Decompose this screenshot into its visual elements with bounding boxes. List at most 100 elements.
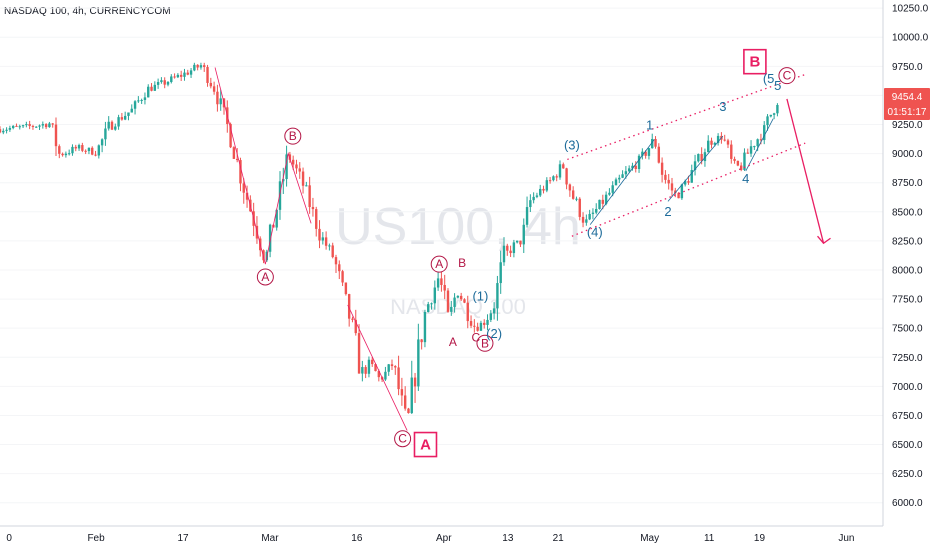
candle-body (245, 192, 249, 200)
wave-label-blue: 3 (719, 99, 726, 114)
wave-label-blue: 4 (742, 171, 749, 186)
candle-body (776, 104, 779, 114)
countdown: 01:51:17 (888, 107, 927, 118)
forecast-arrow (786, 98, 825, 244)
candle-body (588, 213, 591, 220)
candle-body (262, 250, 265, 261)
candle-body (54, 124, 58, 147)
candle-body (562, 164, 565, 169)
candle-body (772, 113, 776, 115)
candle-body (677, 193, 680, 199)
wave-line (347, 304, 408, 431)
candle-body (377, 371, 381, 378)
candle-body (417, 339, 420, 387)
candle-body (578, 198, 581, 217)
wave-circle (476, 334, 494, 352)
candle-body (456, 295, 460, 298)
candle-body (466, 302, 469, 322)
candle-body (512, 242, 516, 254)
candle-body (107, 121, 110, 129)
candle-body (558, 164, 562, 178)
candle-body (710, 140, 713, 145)
candle-body (565, 168, 568, 185)
candle-body (660, 162, 664, 175)
candle-body (183, 72, 186, 77)
candle-body (18, 126, 21, 128)
candle-body (127, 112, 130, 116)
candle-body (354, 319, 357, 334)
candle-body (48, 123, 51, 128)
candle-body (361, 367, 364, 374)
wave-label-circled: A (261, 270, 269, 284)
y-tick-label: 10250.0 (892, 4, 929, 15)
candle-body (338, 264, 341, 272)
candle-body (433, 287, 437, 304)
candle-body (367, 359, 371, 374)
candle-body (450, 306, 453, 312)
x-tick-label: 0 (6, 533, 12, 544)
candle-body (716, 135, 720, 143)
candle-body (100, 139, 104, 146)
candle-body (693, 161, 697, 171)
candle-body (318, 228, 321, 241)
candle-body (707, 140, 710, 153)
candle-body (459, 295, 463, 300)
y-tick-label: 6000.0 (892, 498, 923, 509)
wave-label-boxed: A (420, 437, 431, 454)
candle-body (291, 159, 295, 165)
candle-body (186, 72, 189, 75)
candle-body (664, 174, 667, 180)
y-tick-label: 7500.0 (892, 324, 923, 335)
forecast-arrow-head (817, 235, 831, 245)
candle-body (726, 140, 730, 145)
candle-body (133, 101, 137, 109)
candle-body (209, 82, 213, 87)
candle-body (308, 185, 311, 208)
candles (0, 62, 779, 415)
wave-circle (394, 430, 412, 448)
candle-body (743, 152, 746, 170)
y-tick-label: 10000.0 (892, 33, 929, 44)
price-grid (0, 7, 883, 504)
x-tick-label: Jun (838, 533, 854, 544)
candle-body (532, 196, 535, 201)
x-tick-label: 19 (754, 533, 766, 544)
candle-body (496, 283, 499, 309)
y-tick-label: 9000.0 (892, 149, 923, 160)
candle-body (700, 154, 703, 162)
candle-body (206, 67, 209, 83)
wave-label: B (458, 256, 466, 270)
time-axis[interactable]: 0 Feb 17 Mar 16 Apr 13 21 May 11 19 Jun (0, 525, 883, 544)
candle-body (443, 284, 446, 291)
wave-label-blue: 5 (774, 78, 781, 93)
wave-label-boxed: B (749, 54, 760, 71)
y-tick-label: 6500.0 (892, 440, 923, 451)
candle-body (463, 299, 466, 303)
y-tick-label: 8750.0 (892, 178, 923, 189)
candle-body (384, 371, 387, 380)
candle-body (8, 128, 12, 130)
candle-body (38, 125, 41, 127)
candle-body (278, 181, 282, 210)
candle-body (163, 80, 166, 85)
y-tick-label: 9250.0 (892, 120, 923, 131)
candle-body (110, 121, 114, 130)
candle-body (305, 185, 308, 187)
wave-circle (284, 127, 302, 145)
wave-label: A (449, 335, 457, 349)
candle-body (690, 170, 693, 183)
candle-body (667, 179, 670, 184)
price-axis[interactable]: 10250.010000.09750.09500.09250.09000.087… (882, 0, 929, 526)
candle-body (137, 100, 140, 102)
candle-body (153, 84, 157, 91)
wave-label-blue: 2 (664, 204, 671, 219)
candle-body (203, 65, 206, 68)
candle-body (242, 183, 245, 193)
candle-body (680, 184, 684, 199)
candle-body (548, 180, 552, 182)
candle-body (212, 86, 216, 92)
candle-body (469, 321, 473, 326)
y-tick-label: 7750.0 (892, 295, 923, 306)
candle-body (519, 240, 522, 245)
